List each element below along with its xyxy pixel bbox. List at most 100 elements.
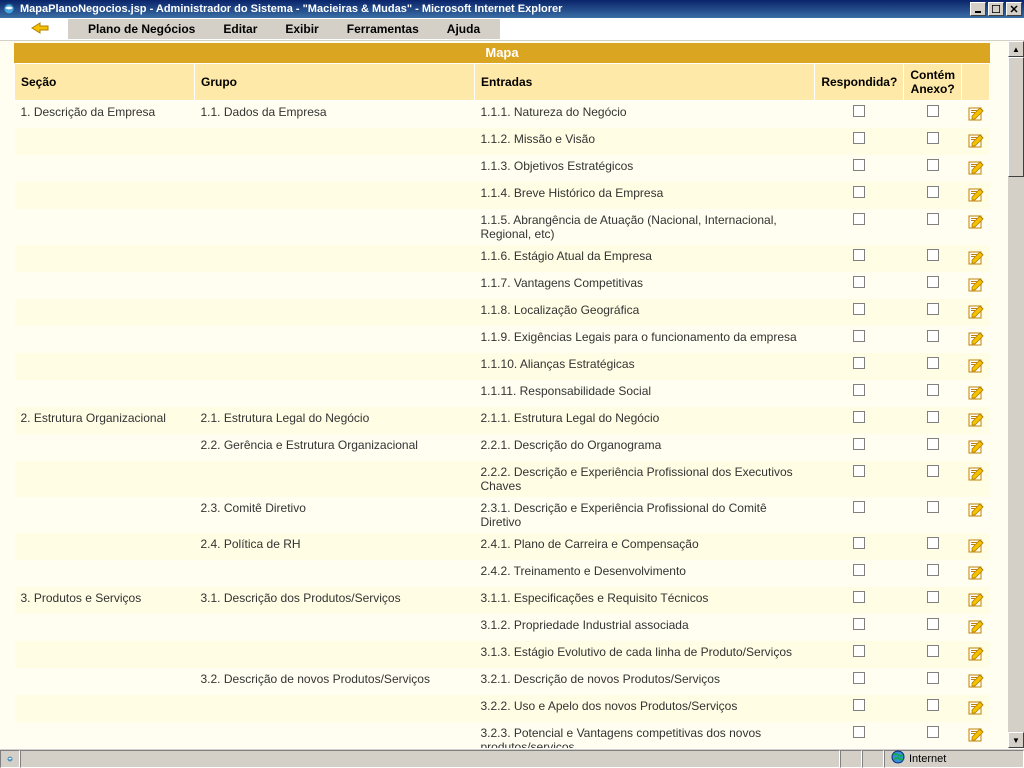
edit-icon[interactable] [968, 672, 984, 688]
edit-icon[interactable] [968, 564, 984, 580]
checkbox-respondida[interactable] [853, 249, 865, 261]
cell-respondida [815, 101, 904, 129]
col-entradas: Entradas [475, 64, 815, 101]
checkbox-anexo[interactable] [927, 159, 939, 171]
checkbox-anexo[interactable] [927, 672, 939, 684]
cell-respondida [815, 272, 904, 299]
checkbox-anexo[interactable] [927, 501, 939, 513]
scroll-up-button[interactable]: ▲ [1008, 41, 1024, 57]
edit-icon[interactable] [968, 411, 984, 427]
checkbox-respondida[interactable] [853, 330, 865, 342]
menu-editar[interactable]: Editar [209, 19, 271, 39]
cell-anexo [904, 326, 962, 353]
cell-entrada: 3.1.2. Propriedade Industrial associada [475, 614, 815, 641]
checkbox-respondida[interactable] [853, 276, 865, 288]
edit-icon[interactable] [968, 699, 984, 715]
edit-icon[interactable] [968, 132, 984, 148]
checkbox-anexo[interactable] [927, 276, 939, 288]
table-row: 1. Descrição da Empresa1.1. Dados da Emp… [15, 101, 990, 129]
cell-anexo [904, 533, 962, 560]
menu-plano[interactable]: Plano de Negócios [74, 19, 209, 39]
checkbox-respondida[interactable] [853, 618, 865, 630]
edit-icon[interactable] [968, 186, 984, 202]
checkbox-anexo[interactable] [927, 132, 939, 144]
maximize-button[interactable] [988, 2, 1004, 16]
cell-respondida [815, 209, 904, 245]
checkbox-anexo[interactable] [927, 303, 939, 315]
checkbox-anexo[interactable] [927, 591, 939, 603]
edit-icon[interactable] [968, 384, 984, 400]
checkbox-anexo[interactable] [927, 438, 939, 450]
cell-respondida [815, 353, 904, 380]
checkbox-anexo[interactable] [927, 249, 939, 261]
checkbox-respondida[interactable] [853, 105, 865, 117]
checkbox-respondida[interactable] [853, 501, 865, 513]
edit-icon[interactable] [968, 330, 984, 346]
scroll-thumb[interactable] [1008, 57, 1024, 177]
edit-icon[interactable] [968, 276, 984, 292]
checkbox-anexo[interactable] [927, 330, 939, 342]
checkbox-anexo[interactable] [927, 699, 939, 711]
checkbox-respondida[interactable] [853, 438, 865, 450]
edit-icon[interactable] [968, 465, 984, 481]
close-button[interactable] [1006, 2, 1022, 16]
checkbox-respondida[interactable] [853, 672, 865, 684]
checkbox-anexo[interactable] [927, 537, 939, 549]
checkbox-respondida[interactable] [853, 699, 865, 711]
checkbox-respondida[interactable] [853, 645, 865, 657]
menu-ferramentas[interactable]: Ferramentas [333, 19, 433, 39]
edit-icon[interactable] [968, 438, 984, 454]
checkbox-respondida[interactable] [853, 303, 865, 315]
edit-icon[interactable] [968, 105, 984, 121]
edit-icon[interactable] [968, 618, 984, 634]
edit-icon[interactable] [968, 726, 984, 742]
edit-icon[interactable] [968, 249, 984, 265]
checkbox-anexo[interactable] [927, 465, 939, 477]
minimize-button[interactable] [970, 2, 986, 16]
checkbox-respondida[interactable] [853, 384, 865, 396]
edit-icon[interactable] [968, 501, 984, 517]
cell-edit [962, 614, 990, 641]
edit-icon[interactable] [968, 213, 984, 229]
checkbox-anexo[interactable] [927, 726, 939, 738]
edit-icon[interactable] [968, 591, 984, 607]
checkbox-respondida[interactable] [853, 411, 865, 423]
checkbox-respondida[interactable] [853, 537, 865, 549]
edit-icon[interactable] [968, 645, 984, 661]
checkbox-anexo[interactable] [927, 186, 939, 198]
checkbox-respondida[interactable] [853, 726, 865, 738]
cell-secao [15, 272, 195, 299]
scroll-down-button[interactable]: ▼ [1008, 732, 1024, 748]
checkbox-anexo[interactable] [927, 564, 939, 576]
cell-secao [15, 209, 195, 245]
checkbox-anexo[interactable] [927, 384, 939, 396]
cell-anexo [904, 407, 962, 434]
checkbox-anexo[interactable] [927, 357, 939, 369]
checkbox-anexo[interactable] [927, 618, 939, 630]
cell-grupo [195, 245, 475, 272]
checkbox-respondida[interactable] [853, 564, 865, 576]
checkbox-anexo[interactable] [927, 411, 939, 423]
menu-ajuda[interactable]: Ajuda [433, 19, 494, 39]
cell-entrada: 2.2.1. Descrição do Organograma [475, 434, 815, 461]
checkbox-respondida[interactable] [853, 465, 865, 477]
checkbox-respondida[interactable] [853, 213, 865, 225]
checkbox-respondida[interactable] [853, 159, 865, 171]
menu-exibir[interactable]: Exibir [271, 19, 332, 39]
checkbox-respondida[interactable] [853, 132, 865, 144]
vertical-scrollbar[interactable]: ▲ ▼ [1008, 41, 1024, 748]
status-ie-icon [0, 750, 20, 768]
checkbox-respondida[interactable] [853, 186, 865, 198]
cell-secao [15, 497, 195, 533]
cell-secao [15, 722, 195, 748]
checkbox-respondida[interactable] [853, 591, 865, 603]
edit-icon[interactable] [968, 159, 984, 175]
checkbox-anexo[interactable] [927, 213, 939, 225]
checkbox-anexo[interactable] [927, 645, 939, 657]
checkbox-anexo[interactable] [927, 105, 939, 117]
edit-icon[interactable] [968, 357, 984, 373]
edit-icon[interactable] [968, 537, 984, 553]
back-arrow-icon[interactable] [30, 21, 50, 38]
checkbox-respondida[interactable] [853, 357, 865, 369]
edit-icon[interactable] [968, 303, 984, 319]
